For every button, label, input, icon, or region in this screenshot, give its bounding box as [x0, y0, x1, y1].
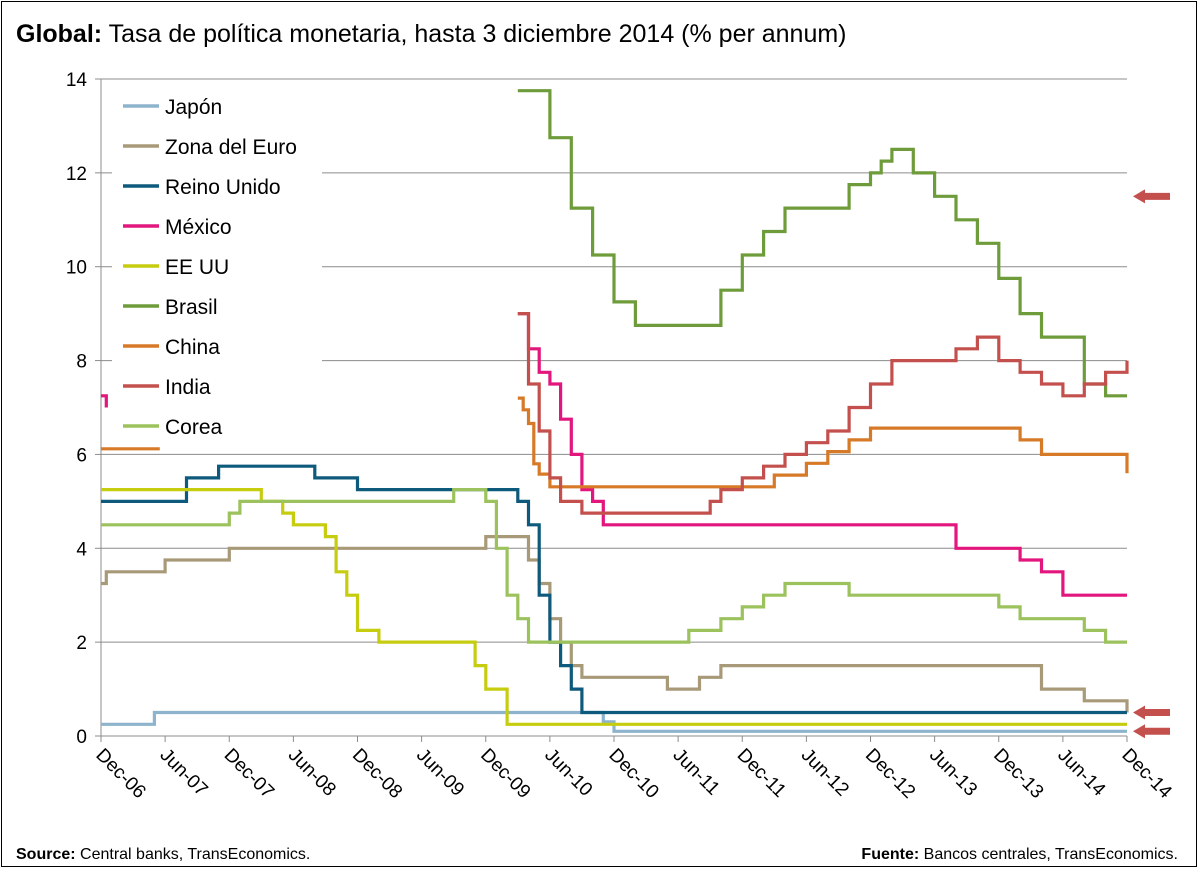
fuente-note: Fuente: Bancos centrales, TransEconomics…	[861, 846, 1178, 864]
legend-label-corea: Corea	[165, 416, 223, 439]
y-tick-label-14: 14	[66, 70, 88, 91]
y-tick-label-12: 12	[66, 164, 87, 185]
legend-label-japón: Japón	[165, 96, 222, 119]
y-tick-label-6: 6	[76, 445, 87, 466]
x-tick-label-8: Dec-10	[604, 745, 662, 803]
arrow-marker-0	[1133, 189, 1170, 204]
y-tick-label-10: 10	[66, 258, 87, 279]
series-line-méxico	[101, 312, 1127, 597]
x-tick-label-16: Dec-14	[1117, 745, 1175, 803]
x-tick-label-7: Jun-10	[540, 745, 596, 801]
x-tick-label-4: Dec-08	[348, 745, 406, 803]
x-tick-label-10: Dec-11	[733, 745, 790, 802]
x-tick-labels: Dec-06 Jun-07 Dec-07 Jun-08 Dec-08 Jun-09 Dec-…	[91, 745, 1175, 803]
arrow-marker-1	[1133, 705, 1170, 720]
series-line-india	[517, 312, 1129, 515]
legend-label-méxico: México	[165, 216, 232, 239]
fuente-label: Fuente:	[861, 846, 920, 863]
legend-label-india: India	[165, 376, 211, 399]
x-tick-label-14: Dec-13	[989, 745, 1047, 803]
x-tick-label-3: Jun-08	[284, 745, 340, 801]
x-tick-label-9: Jun-11	[669, 745, 724, 800]
arrow-marker-2	[1133, 724, 1170, 739]
y-tick-label-8: 8	[76, 352, 87, 373]
source-text: Central banks, TransEconomics.	[80, 846, 311, 863]
series-line-japón	[101, 710, 1127, 733]
series-line-zona-del-euro	[101, 535, 1129, 713]
legend-label-reino-unido: Reino Unido	[165, 176, 281, 199]
series-line-china	[101, 396, 1129, 489]
y-tick-labels: 0 2 4 6 8 10 12 14	[66, 70, 88, 748]
x-tick-label-1: Jun-07	[156, 745, 212, 801]
arrow-annotations	[1133, 189, 1170, 739]
x-tick-label-6: Dec-09	[476, 745, 534, 803]
legend-label-zona-del-euro: Zona del Euro	[165, 136, 297, 159]
series-lines	[101, 89, 1129, 733]
source-note: Source: Central banks, TransEconomics.	[16, 846, 310, 864]
legend-label-ee-uu: EE UU	[165, 256, 229, 279]
series-line-reino-unido	[101, 464, 1127, 715]
x-tick-label-11: Jun-12	[797, 745, 853, 801]
y-tick-label-4: 4	[76, 539, 87, 560]
legend: Japón Zona del Euro Reino Unido México EE UU…	[112, 86, 322, 439]
legend-label-brasil: Brasil	[165, 296, 218, 319]
x-tick-label-13: Jun-13	[925, 745, 981, 801]
title-bold: Global:	[16, 20, 103, 48]
y-tick-label-0: 0	[76, 727, 87, 748]
legend-label-china: China	[165, 336, 220, 359]
source-label: Source:	[16, 846, 76, 863]
x-tick-label-12: Dec-12	[861, 745, 919, 803]
series-line-ee-uu	[101, 488, 1127, 726]
series-line-brasil	[517, 89, 1127, 398]
chart-title: Global: Tasa de política monetaria, hast…	[16, 20, 847, 49]
title-text: Tasa de política monetaria, hasta 3 dici…	[108, 20, 847, 48]
axes	[95, 78, 1128, 742]
x-tick-label-15: Jun-14	[1053, 745, 1109, 801]
x-tick-label-2: Dec-07	[220, 745, 278, 803]
series-line-corea	[101, 488, 1127, 644]
y-tick-label-2: 2	[76, 633, 87, 654]
x-tick-label-5: Jun-09	[412, 745, 468, 801]
x-tick-label-0: Dec-06	[91, 745, 149, 803]
fuente-text: Bancos centrales, TransEconomics.	[923, 846, 1178, 863]
